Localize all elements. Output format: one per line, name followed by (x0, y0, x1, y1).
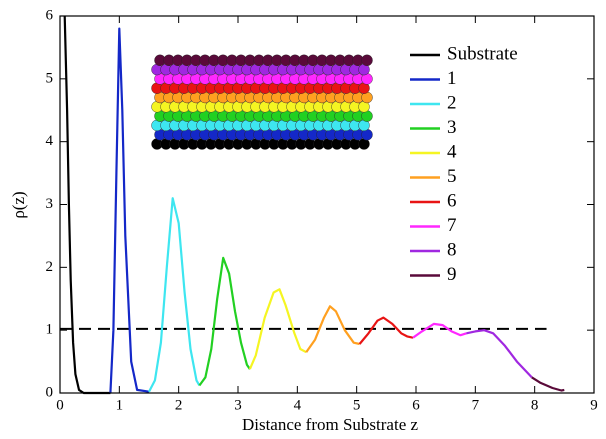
y-tick-label: 3 (46, 196, 54, 212)
legend-label: 5 (447, 166, 457, 187)
series-line (198, 256, 251, 387)
x-tick-label: 5 (353, 397, 361, 413)
legend-label: 7 (447, 215, 457, 236)
x-tick-label: 7 (472, 397, 480, 413)
inset-image (151, 54, 373, 150)
series-line (531, 376, 565, 392)
legend-label: 8 (447, 239, 457, 260)
series-line (248, 288, 307, 370)
sphere (361, 54, 373, 66)
legend-label: 2 (447, 92, 457, 113)
x-axis-label: Distance from Substrate z (242, 415, 419, 434)
x-tick-label: 1 (116, 397, 124, 413)
y-tick-label: 1 (46, 322, 54, 338)
x-tick-label: 9 (590, 397, 598, 413)
series-line (109, 27, 150, 394)
x-tick-label: 8 (531, 397, 539, 413)
x-tick-label: 3 (234, 397, 242, 413)
y-tick-label: 6 (46, 7, 54, 23)
series-line (412, 322, 467, 339)
legend-label: 3 (447, 117, 457, 138)
series-line (358, 316, 414, 345)
y-tick-label: 0 (46, 384, 54, 400)
x-tick-label: 4 (294, 397, 302, 413)
legend-label: 1 (447, 68, 457, 89)
series-line (466, 329, 533, 379)
series-line (63, 15, 111, 395)
y-tick-label: 2 (46, 259, 54, 275)
y-tick-label: 5 (46, 70, 54, 86)
y-tick-label: 4 (46, 133, 54, 149)
x-tick-label: 0 (56, 397, 64, 413)
legend-label: 4 (447, 141, 457, 162)
series-line (305, 305, 360, 353)
plot-frame (59, 15, 595, 394)
legend-label: 6 (447, 190, 457, 211)
series-line (148, 197, 201, 393)
x-tick-label: 2 (175, 397, 183, 413)
legend-label: 9 (447, 264, 457, 285)
legend-label: Substrate (447, 43, 518, 64)
y-axis-label: ρ(z) (9, 191, 28, 218)
x-tick-label: 6 (412, 397, 420, 413)
